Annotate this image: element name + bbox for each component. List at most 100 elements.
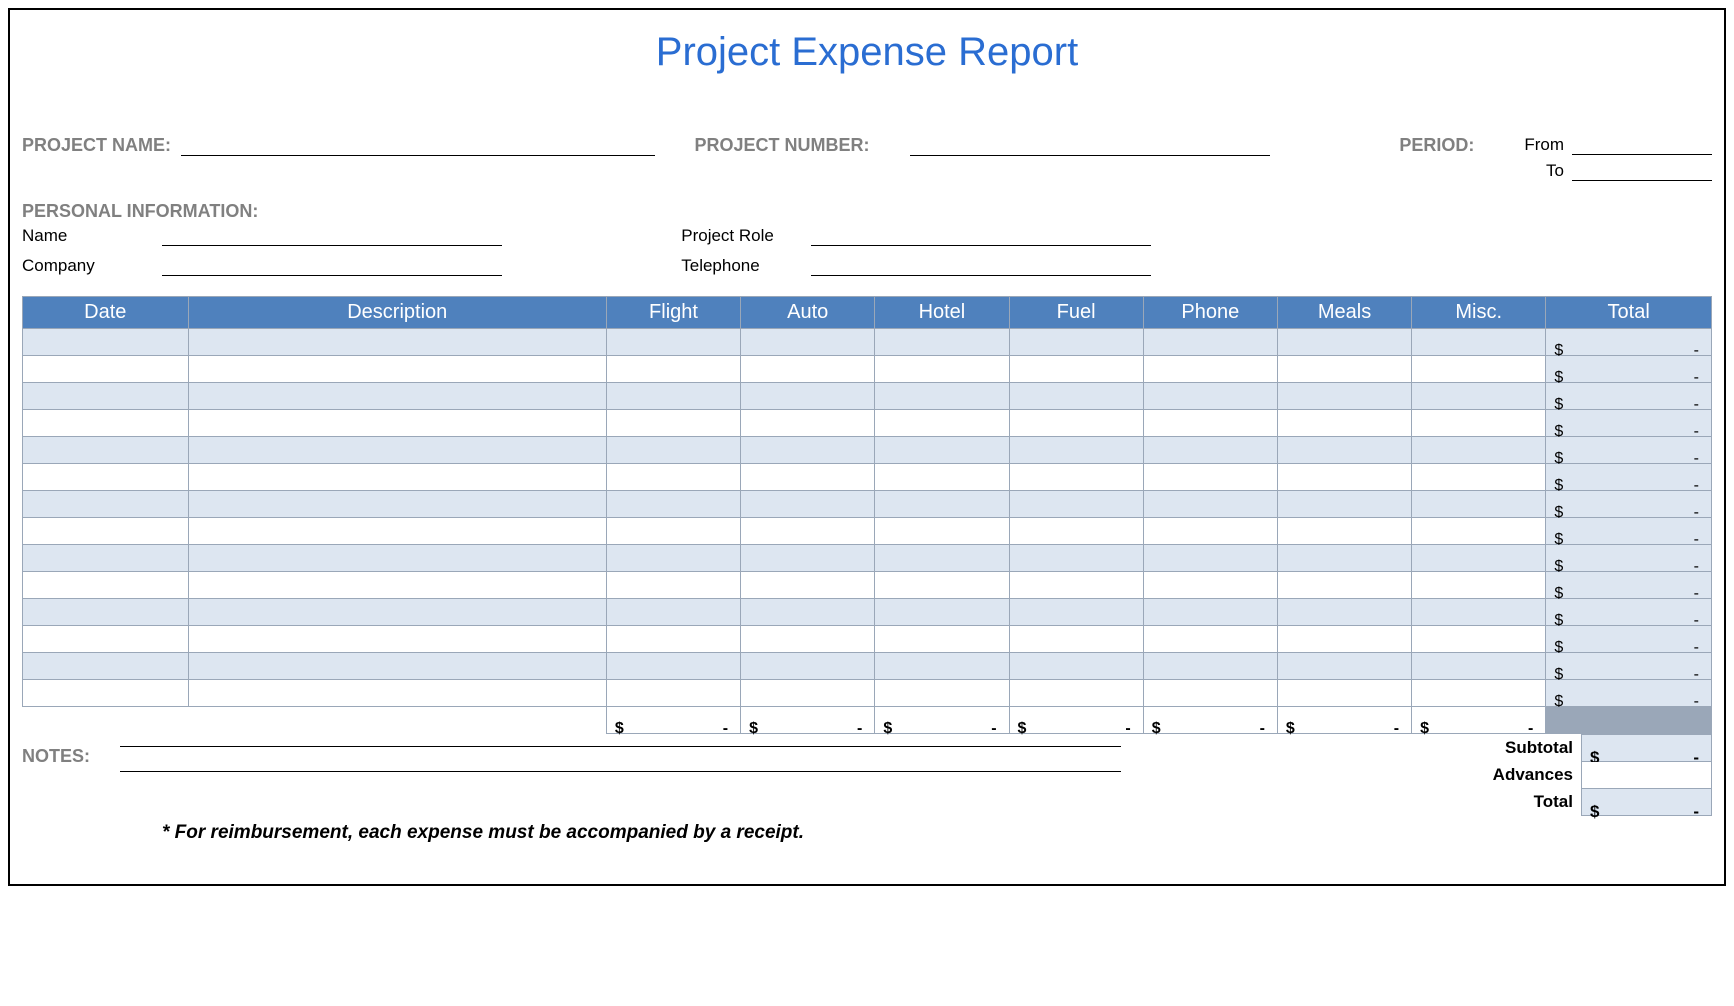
table-cell[interactable] [23, 464, 189, 491]
table-cell[interactable] [1143, 545, 1277, 572]
table-cell[interactable] [1412, 626, 1546, 653]
table-cell[interactable] [23, 329, 189, 356]
input-company[interactable] [162, 256, 502, 276]
table-cell[interactable] [741, 518, 875, 545]
table-cell[interactable] [875, 356, 1009, 383]
table-cell[interactable] [1009, 680, 1143, 707]
table-cell[interactable] [606, 599, 740, 626]
table-cell[interactable] [1277, 626, 1411, 653]
table-cell[interactable] [1412, 599, 1546, 626]
table-cell[interactable] [188, 356, 606, 383]
table-cell[interactable] [741, 464, 875, 491]
table-cell[interactable] [23, 545, 189, 572]
table-cell[interactable] [1143, 653, 1277, 680]
table-cell[interactable] [23, 680, 189, 707]
table-cell[interactable] [606, 437, 740, 464]
table-cell[interactable] [1143, 383, 1277, 410]
table-cell[interactable] [1412, 572, 1546, 599]
table-cell[interactable] [1277, 410, 1411, 437]
table-cell[interactable] [188, 518, 606, 545]
input-period-from[interactable] [1572, 135, 1712, 155]
table-cell[interactable] [1009, 464, 1143, 491]
table-cell[interactable] [606, 356, 740, 383]
table-cell[interactable] [1412, 437, 1546, 464]
table-cell[interactable] [741, 356, 875, 383]
table-cell[interactable] [1143, 437, 1277, 464]
table-cell[interactable] [1277, 599, 1411, 626]
table-cell[interactable] [741, 653, 875, 680]
table-cell[interactable] [23, 491, 189, 518]
table-cell[interactable] [1277, 518, 1411, 545]
table-cell[interactable] [606, 383, 740, 410]
table-cell[interactable] [606, 518, 740, 545]
table-cell[interactable] [606, 680, 740, 707]
table-cell[interactable] [1009, 356, 1143, 383]
table-cell[interactable] [741, 572, 875, 599]
table-cell[interactable] [875, 518, 1009, 545]
table-cell[interactable] [1412, 410, 1546, 437]
table-cell[interactable] [741, 329, 875, 356]
table-cell[interactable] [1143, 410, 1277, 437]
table-cell[interactable] [1412, 680, 1546, 707]
table-cell[interactable] [741, 437, 875, 464]
table-cell[interactable] [1412, 356, 1546, 383]
table-cell[interactable] [23, 626, 189, 653]
table-cell[interactable] [1412, 464, 1546, 491]
table-cell[interactable] [875, 383, 1009, 410]
table-cell[interactable] [1412, 383, 1546, 410]
table-cell[interactable] [1277, 356, 1411, 383]
table-cell[interactable] [1143, 356, 1277, 383]
table-cell[interactable] [188, 410, 606, 437]
table-cell[interactable] [875, 626, 1009, 653]
table-cell[interactable] [188, 599, 606, 626]
table-cell[interactable] [741, 545, 875, 572]
input-period-to[interactable] [1572, 161, 1712, 181]
table-cell[interactable] [1143, 572, 1277, 599]
table-cell[interactable] [1277, 680, 1411, 707]
table-cell[interactable] [1143, 680, 1277, 707]
table-cell[interactable] [188, 626, 606, 653]
table-cell[interactable] [606, 410, 740, 437]
table-cell[interactable] [1009, 383, 1143, 410]
table-cell[interactable] [1412, 545, 1546, 572]
table-cell[interactable] [1277, 329, 1411, 356]
input-notes-line-2[interactable] [120, 771, 1120, 772]
table-cell[interactable] [606, 491, 740, 518]
table-cell[interactable] [606, 329, 740, 356]
table-cell[interactable] [23, 383, 189, 410]
input-notes-line-1[interactable] [120, 746, 1120, 747]
table-cell[interactable] [875, 464, 1009, 491]
table-cell[interactable] [188, 680, 606, 707]
table-cell[interactable] [1009, 626, 1143, 653]
input-project-number[interactable] [910, 136, 1270, 156]
table-cell[interactable] [1143, 626, 1277, 653]
table-cell[interactable] [1143, 464, 1277, 491]
input-name[interactable] [162, 226, 502, 246]
table-cell[interactable] [188, 329, 606, 356]
amount-advances[interactable] [1582, 762, 1712, 789]
table-cell[interactable] [23, 572, 189, 599]
table-cell[interactable] [23, 410, 189, 437]
table-cell[interactable] [1009, 491, 1143, 518]
table-cell[interactable] [1277, 653, 1411, 680]
table-cell[interactable] [741, 626, 875, 653]
table-cell[interactable] [1277, 464, 1411, 491]
table-cell[interactable] [875, 329, 1009, 356]
table-cell[interactable] [606, 572, 740, 599]
table-cell[interactable] [1277, 437, 1411, 464]
table-cell[interactable] [1277, 545, 1411, 572]
table-cell[interactable] [188, 437, 606, 464]
table-cell[interactable] [1009, 653, 1143, 680]
table-cell[interactable] [875, 491, 1009, 518]
table-cell[interactable] [1277, 572, 1411, 599]
table-cell[interactable] [188, 464, 606, 491]
table-cell[interactable] [875, 437, 1009, 464]
table-cell[interactable] [1009, 410, 1143, 437]
table-cell[interactable] [23, 653, 189, 680]
table-cell[interactable] [741, 680, 875, 707]
table-cell[interactable] [188, 653, 606, 680]
table-cell[interactable] [188, 491, 606, 518]
table-cell[interactable] [1143, 491, 1277, 518]
table-cell[interactable] [606, 545, 740, 572]
table-cell[interactable] [741, 410, 875, 437]
